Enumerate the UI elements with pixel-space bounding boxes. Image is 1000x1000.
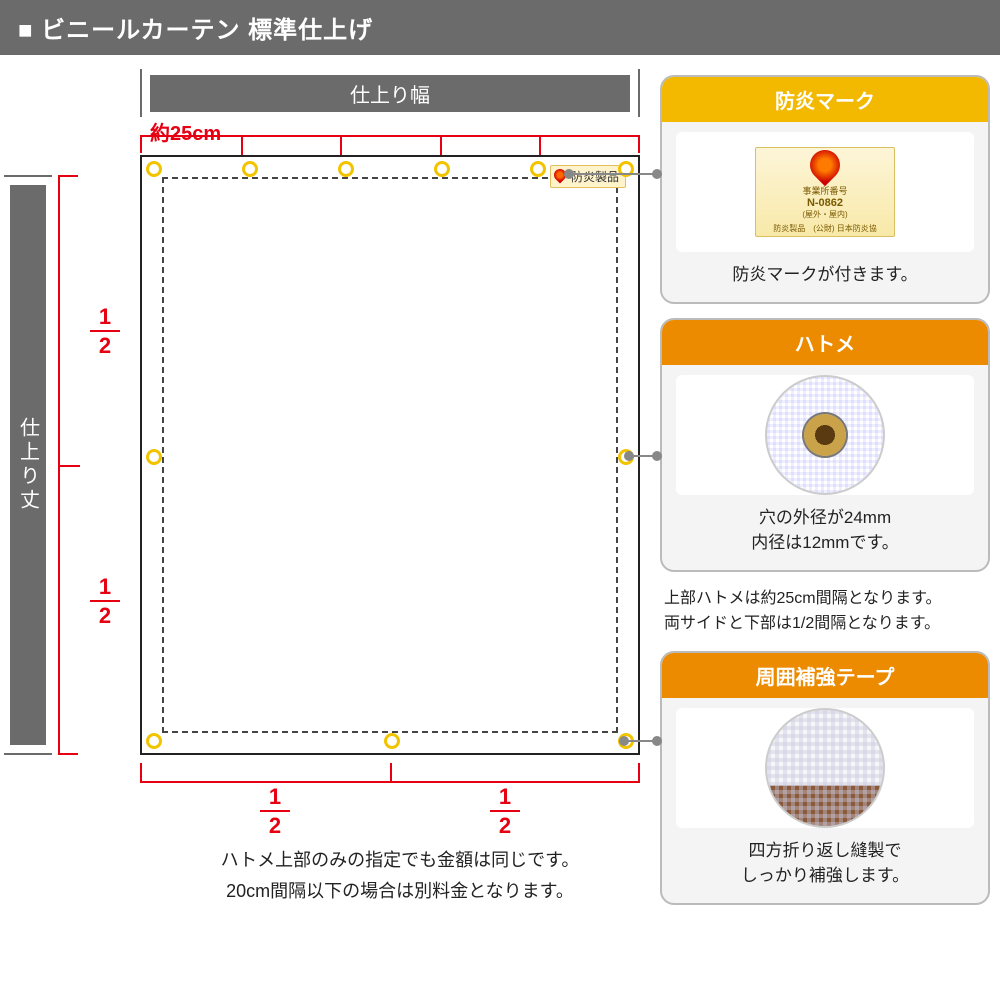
diagram-area: 仕上り幅 約25cm 仕上り丈 12 12 防炎製品 <box>10 75 650 845</box>
grommet <box>146 449 162 465</box>
grommet <box>384 733 400 749</box>
pointer-to-hato <box>630 455 660 457</box>
footer-note: ハトメ上部のみの指定でも金額は同じです。 20cm間隔以下の場合は別料金となりま… <box>160 845 640 906</box>
width-dimension: 仕上り幅 <box>150 75 630 111</box>
stitch-line <box>162 177 618 733</box>
height-dimension: 仕上り丈 <box>10 185 48 745</box>
grommet <box>338 161 354 177</box>
card-hato-title: ハトメ <box>662 320 988 365</box>
card-hato: ハトメ 穴の外径が24mm 内径は12mmです。 <box>660 318 990 572</box>
card-tape-title: 周囲補強テープ <box>662 653 988 698</box>
grommet <box>146 161 162 177</box>
top-red-bracket <box>140 135 640 153</box>
footer-line-1: ハトメ上部のみの指定でも金額は同じです。 <box>160 845 640 876</box>
footer-line-2: 20cm間隔以下の場合は別料金となります。 <box>160 876 640 907</box>
card-tape-caption: 四方折り返し縫製で しっかり補強します。 <box>662 838 988 889</box>
pointer-to-fire <box>570 173 660 175</box>
card-fire-image: 事業所番号 N-0862 (屋外・屋内) 防炎製品 (公財) 日本防炎協 <box>676 132 974 252</box>
card-fire-title: 防炎マーク <box>662 77 988 122</box>
grommet <box>530 161 546 177</box>
bottom-red-bracket <box>140 763 640 783</box>
fire-product-tag: 防炎製品 <box>550 165 626 188</box>
card-tape: 周囲補強テープ 四方折り返し縫製で しっかり補強します。 <box>660 651 990 905</box>
grommet <box>242 161 258 177</box>
hato-extra-note: 上部ハトメは約25cm間隔となります。 両サイドと下部は1/2間隔となります。 <box>664 586 990 637</box>
left-red-bracket <box>58 175 78 755</box>
width-label: 仕上り幅 <box>150 75 630 112</box>
fraction-bottom-right: 12 <box>490 785 520 837</box>
fraction-left-upper: 12 <box>90 305 120 357</box>
card-fire-caption: 防炎マークが付きます。 <box>662 262 988 288</box>
page-header: ■ ビニールカーテン 標準仕上げ <box>0 0 1000 55</box>
card-hato-image <box>676 375 974 495</box>
card-fire: 防炎マーク 事業所番号 N-0862 (屋外・屋内) 防炎製品 (公財) 日本防… <box>660 75 990 304</box>
fraction-left-lower: 12 <box>90 575 120 627</box>
fraction-bottom-left: 12 <box>260 785 290 837</box>
card-hato-caption: 穴の外径が24mm 内径は12mmです。 <box>662 505 988 556</box>
header-title: ■ ビニールカーテン 標準仕上げ <box>18 17 373 44</box>
main-content: 仕上り幅 約25cm 仕上り丈 12 12 防炎製品 <box>0 55 1000 929</box>
cards-column: 防炎マーク 事業所番号 N-0862 (屋外・屋内) 防炎製品 (公財) 日本防… <box>650 75 990 919</box>
grommet <box>146 733 162 749</box>
grommet <box>434 161 450 177</box>
curtain-rect: 防炎製品 <box>140 155 640 755</box>
pointer-to-tape <box>625 740 660 742</box>
card-tape-image <box>676 708 974 828</box>
height-label: 仕上り丈 <box>10 185 46 745</box>
